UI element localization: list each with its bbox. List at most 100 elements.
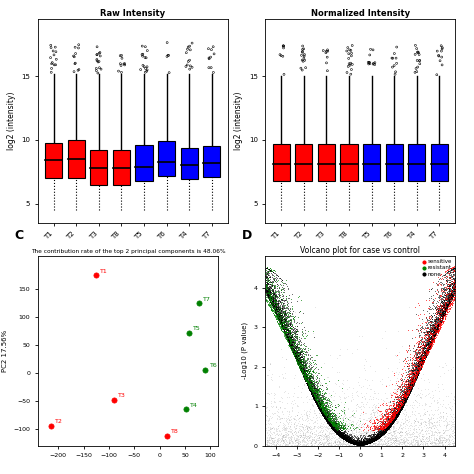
- Point: [339, 438, 347, 446]
- Point: [321, 414, 329, 422]
- Point: [301, 381, 308, 388]
- Point: [442, 304, 449, 311]
- Point: [328, 412, 335, 419]
- Point: [421, 410, 429, 418]
- Point: [432, 308, 440, 315]
- Point: [325, 414, 332, 421]
- Point: [401, 428, 409, 436]
- Point: [446, 302, 453, 310]
- Point: [287, 320, 294, 328]
- Point: [358, 441, 365, 449]
- Point: [418, 361, 425, 369]
- Point: [424, 337, 431, 344]
- Point: [398, 375, 406, 383]
- Point: [293, 358, 301, 366]
- Point: [311, 393, 319, 401]
- Point: [311, 387, 319, 394]
- Point: [355, 441, 362, 448]
- Point: [376, 432, 384, 440]
- Point: [313, 401, 320, 409]
- Point: [344, 427, 351, 435]
- Point: [407, 387, 414, 394]
- Point: [395, 409, 403, 416]
- Point: [301, 374, 309, 382]
- Point: [290, 351, 298, 359]
- Point: [348, 428, 356, 436]
- Point: [313, 397, 321, 405]
- Point: [368, 413, 375, 421]
- Point: [376, 424, 384, 432]
- Point: [294, 344, 302, 352]
- Point: [356, 441, 363, 449]
- Point: [357, 441, 365, 448]
- Point: [269, 291, 277, 299]
- Point: [389, 419, 397, 427]
- Point: [322, 410, 330, 418]
- Point: [287, 336, 295, 344]
- Point: [299, 371, 306, 379]
- Point: [352, 439, 360, 447]
- Point: [356, 439, 364, 447]
- Point: [398, 403, 406, 411]
- Point: [271, 289, 279, 296]
- Point: [414, 438, 421, 446]
- Point: [284, 318, 292, 326]
- Point: [447, 287, 454, 295]
- Point: [444, 300, 452, 307]
- Point: [390, 422, 398, 430]
- Point: [302, 371, 310, 379]
- Point: [278, 434, 285, 442]
- Point: [352, 438, 359, 446]
- Point: [382, 418, 390, 425]
- Point: [360, 439, 368, 447]
- Point: [273, 311, 281, 319]
- Point: [322, 413, 329, 420]
- Point: [390, 437, 397, 444]
- Point: [374, 431, 382, 439]
- Point: [378, 432, 386, 439]
- Y-axis label: log2 (intensity): log2 (intensity): [234, 91, 243, 150]
- Point: [437, 301, 444, 309]
- Point: [398, 405, 405, 412]
- Point: [442, 303, 449, 311]
- Point: [421, 385, 429, 393]
- Point: [404, 388, 411, 395]
- Point: [371, 434, 379, 441]
- Point: [386, 376, 393, 384]
- Point: [301, 374, 309, 382]
- Point: [278, 304, 285, 311]
- Point: [289, 345, 297, 352]
- Point: [313, 394, 321, 401]
- Point: [331, 428, 338, 435]
- Point: [322, 417, 330, 424]
- Point: [364, 437, 372, 445]
- Point: [435, 416, 443, 424]
- Point: [434, 383, 442, 391]
- Point: [406, 388, 413, 396]
- Point: [286, 338, 293, 346]
- Point: [272, 301, 279, 309]
- Point: [418, 358, 426, 365]
- Point: [388, 417, 395, 424]
- Point: [380, 420, 388, 428]
- Point: [299, 365, 306, 373]
- Point: [381, 411, 389, 419]
- Point: [419, 354, 427, 362]
- Point: [269, 299, 276, 307]
- Point: [327, 406, 334, 413]
- Point: [340, 436, 348, 443]
- Point: [310, 386, 317, 393]
- Point: [393, 403, 401, 411]
- Point: [292, 343, 300, 350]
- Point: [335, 430, 343, 438]
- Point: [291, 312, 299, 319]
- Point: [275, 310, 283, 318]
- Point: [339, 437, 347, 445]
- Point: [364, 438, 372, 446]
- Point: [284, 321, 292, 328]
- Point: [321, 413, 329, 421]
- Point: [447, 431, 455, 438]
- Point: [264, 292, 271, 299]
- Point: [372, 434, 380, 441]
- Point: [362, 436, 369, 443]
